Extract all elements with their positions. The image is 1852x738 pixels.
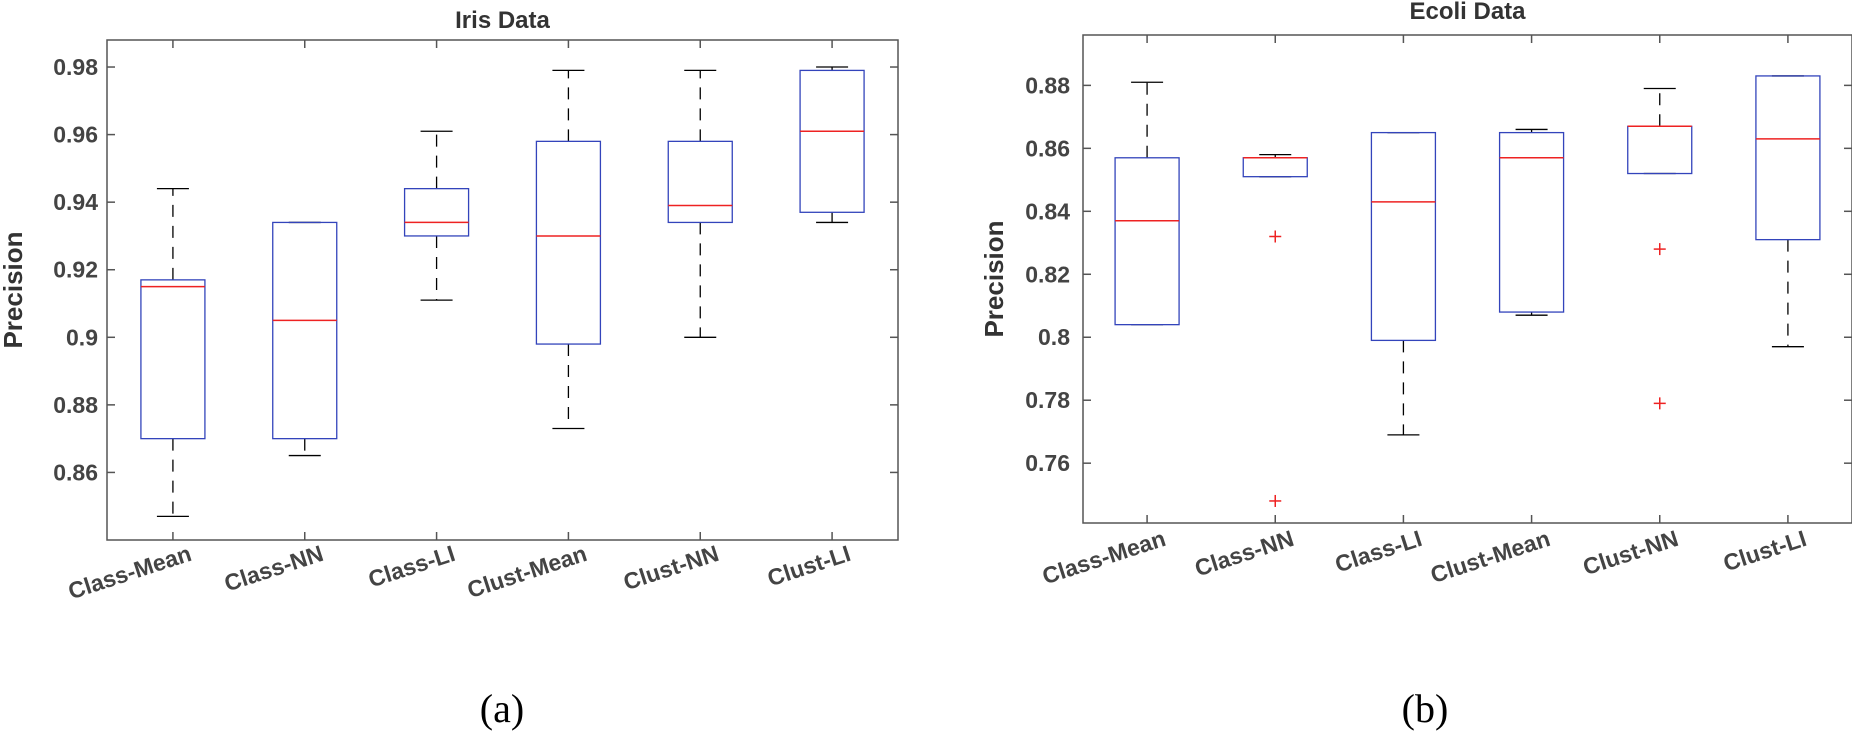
- x-tick-label: Class-Mean: [65, 540, 195, 604]
- y-tick-label: 0.76: [1025, 450, 1070, 476]
- outlier-marker: [1653, 243, 1666, 256]
- box: [799, 69, 865, 213]
- y-tick-label: 0.88: [1025, 72, 1070, 98]
- x-tick-label: Class-Mean: [1039, 525, 1169, 589]
- x-tick-label: Class-LI: [365, 540, 458, 592]
- chart-title: Ecoli Data: [1409, 0, 1526, 25]
- y-tick-label: 0.86: [53, 459, 98, 485]
- box: [272, 221, 338, 440]
- y-tick-label: 0.94: [53, 189, 98, 215]
- y-axis-label: Precision: [979, 220, 1009, 337]
- box: [1370, 131, 1437, 342]
- outlier-marker: [1269, 230, 1282, 243]
- y-tick-label: 0.9: [66, 324, 98, 350]
- x-tick-label: Clust-Mean: [464, 540, 590, 603]
- x-tick-label: Clust-NN: [620, 540, 722, 595]
- x-tick-label: Clust-LI: [1720, 525, 1809, 576]
- chart-ecoli: Ecoli Data Precision 0.76 0.78 0.8 0.82 0.84 0.…: [979, 0, 1852, 731]
- x-tick-label: Class-NN: [1192, 525, 1297, 581]
- box: [1755, 75, 1821, 241]
- outlier-marker: [1269, 494, 1282, 507]
- y-tick-label: 0.96: [53, 122, 98, 148]
- x-tick-label: Class-LI: [1332, 525, 1425, 577]
- panel-caption: (a): [480, 686, 524, 731]
- x-tick-label: Clust-NN: [1580, 525, 1682, 580]
- x-tick-label: Class-NN: [221, 540, 326, 596]
- chart-title: Iris Data: [455, 7, 550, 34]
- outlier-marker: [1653, 397, 1666, 410]
- box: [1242, 157, 1308, 178]
- box: [535, 140, 602, 345]
- plot-frame: [1082, 34, 1852, 524]
- y-tick-label: 0.84: [1025, 198, 1070, 224]
- box: [667, 140, 733, 224]
- box: [1627, 125, 1693, 175]
- x-tick-label: Clust-Mean: [1427, 525, 1553, 588]
- plot-frame: [106, 39, 899, 541]
- box: [1498, 131, 1565, 313]
- y-tick-label: 0.86: [1025, 135, 1070, 161]
- y-tick-label: 0.78: [1025, 387, 1070, 413]
- panel-caption: (b): [1402, 686, 1449, 731]
- y-tick-label: 0.92: [53, 257, 98, 283]
- chart-iris: Iris Data Precision 0.86 0.88 0.9 0.92 0.94 0.9…: [0, 7, 899, 731]
- y-tick-label: 0.88: [53, 392, 98, 418]
- y-axis-label: Precision: [0, 231, 28, 348]
- y-tick-label: 0.82: [1025, 261, 1070, 287]
- box: [403, 187, 470, 237]
- y-tick-label: 0.98: [53, 54, 98, 80]
- box: [1114, 157, 1180, 326]
- y-tick-label: 0.8: [1038, 324, 1070, 350]
- x-tick-label: Clust-LI: [764, 540, 853, 591]
- box: [140, 279, 206, 440]
